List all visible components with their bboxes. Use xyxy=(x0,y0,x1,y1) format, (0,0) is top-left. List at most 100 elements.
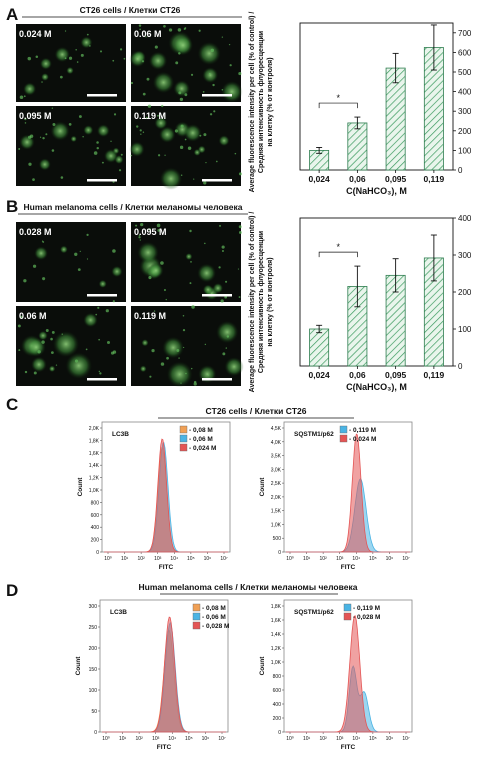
vesicle-dot xyxy=(226,335,230,338)
y-tick-label: 3,0K xyxy=(271,467,282,473)
vesicle-dot xyxy=(75,48,77,51)
cell-fluorescence xyxy=(65,352,93,379)
panel-a-ylabel: Average fluorescence intensity per cell … xyxy=(249,12,274,193)
scale-bar xyxy=(87,378,117,381)
scale-bar xyxy=(202,94,232,97)
y-tick-label: 2,0K xyxy=(271,495,282,501)
y-axis-label: Count xyxy=(77,477,84,497)
vesicle-dot xyxy=(183,346,185,349)
y-tick-label: 1,6K xyxy=(271,618,282,624)
legend-swatch xyxy=(179,434,188,443)
x-tick-label: 10⁰ xyxy=(102,736,110,742)
vesicle-dot xyxy=(39,136,42,138)
y-tick-label: 1,8K xyxy=(271,604,282,610)
vesicle-dot xyxy=(140,133,142,135)
cell-fluorescence xyxy=(96,124,110,138)
vesicle-dot xyxy=(238,172,242,176)
vesicle-dot xyxy=(50,337,53,341)
x-axis-label: FITC xyxy=(157,744,172,751)
y-tick-label: 150 xyxy=(89,667,98,673)
legend-entry: - 0,06 M xyxy=(189,436,213,443)
x-tick-label: 0,095 xyxy=(385,370,407,380)
vesicle-dot xyxy=(51,107,54,109)
y-tick-label: 0 xyxy=(278,550,281,556)
x-tick-label: 0,06 xyxy=(349,174,366,184)
y-tick-label: 200 xyxy=(458,288,472,297)
vesicle-dot xyxy=(225,280,228,283)
y-tick-label: 100 xyxy=(458,146,472,155)
vesicle-dot xyxy=(179,97,184,102)
legend-entry: - 0,024 M xyxy=(349,436,376,443)
vesicle-dot xyxy=(221,245,225,249)
cell-fluorescence xyxy=(202,67,219,84)
vesicle-dot xyxy=(199,134,202,137)
panel-a-title: CT26 cells / Клетки СТ26 xyxy=(80,5,181,15)
y-tick-label: 200 xyxy=(89,646,98,652)
bar-chart-a: 0 100 200 300 400 500 600 700 0,024 0,06 0,095 0,11… xyxy=(299,22,472,196)
vesicle-dot xyxy=(27,56,32,61)
y-tick-label: 800 xyxy=(91,500,100,506)
legend-entry: - 0,024 M xyxy=(189,445,216,452)
x-tick-label: 10⁷ xyxy=(402,736,410,742)
vesicle-dot xyxy=(77,268,81,272)
y-tick-label: 4,5K xyxy=(271,426,282,432)
y-tick-label: 200 xyxy=(91,538,100,544)
vesicle-dot xyxy=(189,229,192,233)
x-tick-label: 10⁴ xyxy=(168,736,176,742)
vesicle-dot xyxy=(112,59,115,62)
vesicle-dot xyxy=(29,134,34,138)
significance-bracket xyxy=(318,102,358,109)
vesicle-dot xyxy=(23,279,27,283)
vesicle-dot xyxy=(204,242,206,245)
vesicle-dot xyxy=(130,154,133,157)
x-tick-label: 10³ xyxy=(336,556,344,562)
y-tick-label: 200 xyxy=(273,716,282,722)
vesicle-dot xyxy=(185,372,187,375)
cell-fluorescence xyxy=(80,36,93,49)
x-tick-label: 10⁵ xyxy=(369,556,377,562)
x-tick-label: 10⁷ xyxy=(402,556,410,562)
vesicle-dot xyxy=(222,352,226,356)
vesicle-dot xyxy=(179,145,184,149)
vesicle-dot xyxy=(45,133,48,136)
vesicle-dot xyxy=(178,52,181,55)
x-tick-label: 0,06 xyxy=(349,370,366,380)
vesicle-dot xyxy=(180,382,182,384)
panel-b-ylabel: Average fluorescence intensity per cell … xyxy=(249,212,274,393)
vesicle-dot xyxy=(68,123,72,126)
cell-fluorescence xyxy=(224,357,244,377)
legend-swatch xyxy=(179,425,188,434)
panel-a-letter: A xyxy=(6,5,18,24)
micrograph-a3 xyxy=(16,106,126,186)
vesicle-dot xyxy=(234,152,237,155)
y-tick-label: 600 xyxy=(458,48,472,57)
vesicle-dot xyxy=(98,338,101,341)
cell-fluorescence xyxy=(166,361,193,388)
vesicle-dot xyxy=(112,249,116,253)
vesicle-dot xyxy=(99,50,103,53)
vesicle-dot xyxy=(136,125,139,128)
vesicle-dot xyxy=(191,367,193,370)
x-tick-label: 10¹ xyxy=(303,556,311,562)
vesicle-dot xyxy=(86,233,89,236)
y-axis-label: Count xyxy=(259,656,266,676)
vesicle-dot xyxy=(98,370,101,373)
svg-text:Average fluorescence intensity: Average fluorescence intensity per cell … xyxy=(249,12,256,193)
vesicle-dot xyxy=(24,122,27,124)
marker-label: LC3B xyxy=(110,609,127,616)
y-tick-label: 1,0K xyxy=(89,488,100,494)
x-tick-label: 10⁵ xyxy=(369,736,377,742)
y-tick-label: 500 xyxy=(273,536,282,542)
vesicle-dot xyxy=(219,224,221,227)
vesicle-dot xyxy=(187,146,192,150)
cell-fluorescence xyxy=(197,41,221,66)
vesicle-dot xyxy=(140,223,144,227)
histogram-curve xyxy=(104,438,228,553)
vesicle-dot xyxy=(182,328,186,332)
vesicle-dot xyxy=(130,81,134,85)
micrograph-a4 xyxy=(131,106,241,186)
vesicle-dot xyxy=(163,24,166,28)
cell-fluorescence xyxy=(141,339,149,347)
y-tick-label: 3,5K xyxy=(271,454,282,460)
y-tick-label: 0 xyxy=(458,166,463,175)
